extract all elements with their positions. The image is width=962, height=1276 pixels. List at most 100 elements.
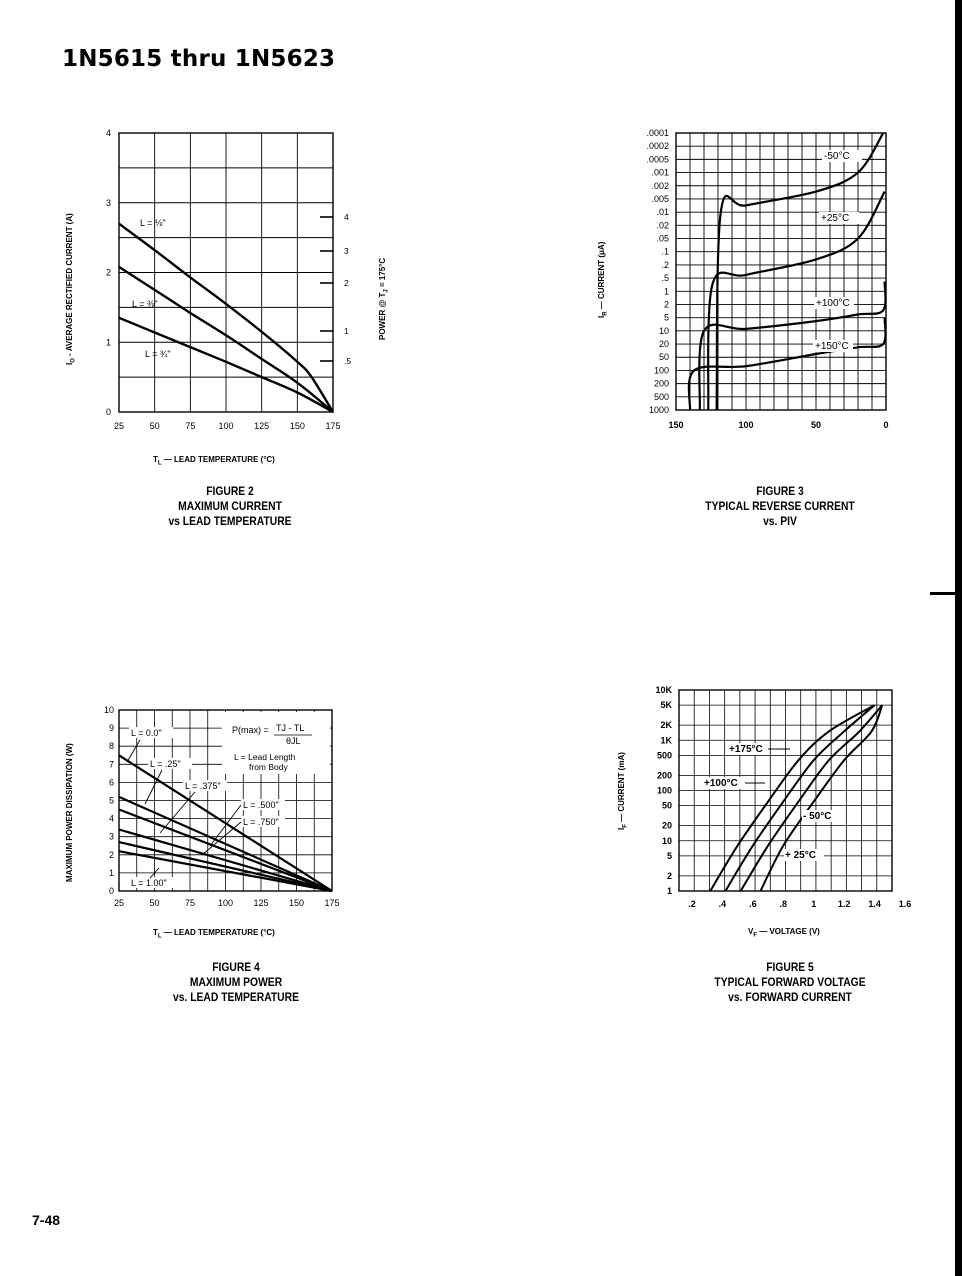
x-tick-label: 50	[149, 898, 159, 908]
series-line	[118, 316, 334, 414]
series-label: L = ¾"	[145, 349, 171, 359]
label-leader	[209, 804, 242, 847]
series-label: +150°C	[815, 341, 849, 352]
label-backdrop	[814, 297, 854, 309]
caption-line: vs. PIV	[763, 514, 797, 528]
caption-line: FIGURE 2	[206, 484, 254, 498]
label-backdrop	[728, 743, 768, 755]
page-number: 7-48	[32, 1212, 61, 1228]
x-tick-label: 1	[811, 899, 816, 909]
series-line	[118, 841, 333, 893]
label-backdrop	[703, 777, 743, 789]
y-tick-label: .02	[656, 220, 669, 230]
figure-5-chart: 1 2 5 10 20 50 100 200 500 1K 2K 5K 10K .2 .4 .6 .8 1 1.2 1…	[617, 685, 911, 938]
y-tick-label: .01	[656, 207, 669, 217]
y-axis-title: IO - AVERAGE RECTIFIED CURRENT (A)	[65, 213, 76, 365]
y2-axis-title: POWER @ TJ = 175°C	[378, 258, 389, 340]
x-tick-label: 125	[253, 898, 268, 908]
y-tick-label: 2	[667, 871, 672, 881]
y-tick-label: 1	[106, 337, 111, 347]
x-axis-title: TL — LEAD TEMPERATURE (°C)	[153, 455, 275, 466]
label-backdrop	[819, 212, 859, 224]
y-tick-label: 2	[664, 299, 669, 309]
series-label: +175°C	[729, 744, 763, 755]
y-tick-label: 20	[659, 339, 669, 349]
x-tick-label: 1.4	[868, 899, 881, 909]
figure-3-chart: .0001 .0002 .0005 .001 .002 .005 .01 .02 .05 .1 .2…	[597, 128, 889, 430]
formula-note: from Body	[249, 762, 288, 772]
power-tick-label: .5	[344, 356, 351, 366]
caption-line: FIGURE 4	[212, 960, 260, 974]
series-line	[118, 265, 334, 413]
page-title: 1N5615 thru 1N5623	[62, 46, 336, 72]
formula-lhs: P(max) =	[232, 725, 269, 735]
y-tick-label: 9	[109, 723, 114, 733]
y-tick-label: 100	[654, 365, 669, 375]
y-tick-label: 3	[106, 198, 111, 208]
y-tick-label: 1K	[660, 735, 672, 745]
caption-line: TYPICAL REVERSE CURRENT	[705, 499, 855, 513]
series-line	[118, 754, 333, 892]
y-tick-label: 200	[657, 770, 672, 780]
y-tick-label: 8	[109, 741, 114, 751]
caption-line: vs LEAD TEMPERATURE	[168, 514, 292, 528]
series-line	[724, 704, 876, 892]
label-leader	[126, 739, 141, 763]
figure-4-chart: 25 50 75 100 125 150 175 0 1 2 3 4 5 6 7 8 9 10 L = 0.0" L …	[65, 705, 340, 939]
x-tick-label: 50	[811, 420, 821, 430]
series-line	[118, 828, 333, 893]
y-tick-label: 500	[657, 750, 672, 760]
series-label: L = .25"	[150, 759, 181, 769]
series-line	[118, 795, 333, 893]
series-label: L = ⅛"	[140, 218, 166, 228]
series-line	[759, 704, 884, 892]
series-label: -50°C	[824, 151, 850, 162]
x-tick-label: 125	[254, 421, 269, 431]
y-tick-label: 50	[659, 352, 669, 362]
y-tick-label: 1	[109, 868, 114, 878]
caption-line: FIGURE 3	[756, 484, 804, 498]
page-edge-bar	[955, 0, 962, 1276]
y-tick-label: .001	[651, 168, 669, 178]
page-edge-mark	[930, 592, 955, 595]
series-label: L = ⅜"	[132, 299, 158, 309]
x-tick-label: .2	[688, 899, 696, 909]
y-axis-title: MAXIMUM POWER DISSIPATION (W)	[65, 743, 74, 882]
x-tick-label: 0	[883, 420, 888, 430]
formula-numerator: TJ - TL	[276, 723, 304, 733]
power-tick-label: 2	[344, 278, 349, 288]
y-tick-label: 10	[662, 836, 672, 846]
x-tick-label: 150	[289, 898, 304, 908]
series-line	[118, 808, 333, 893]
y-tick-label: 200	[654, 379, 669, 389]
x-tick-label: 25	[114, 898, 124, 908]
y-tick-label: 7	[109, 759, 114, 769]
caption-line: TYPICAL FORWARD VOLTAGE	[714, 975, 866, 989]
y-tick-label: .0005	[646, 154, 669, 164]
x-tick-label: 50	[150, 421, 160, 431]
figure-4-caption: FIGURE 4 MAXIMUM POWER vs. LEAD TEMPERAT…	[141, 960, 330, 1005]
caption-line: vs. LEAD TEMPERATURE	[173, 990, 299, 1004]
y-tick-label: 20	[662, 821, 672, 831]
x-tick-label: .6	[749, 899, 757, 909]
x-tick-label: 75	[185, 421, 195, 431]
y-tick-label: 10	[104, 705, 114, 715]
series-line	[698, 281, 887, 411]
power-tick-label: 4	[344, 212, 349, 222]
x-tick-label: 175	[324, 898, 339, 908]
x-tick-label: 1.6	[899, 899, 912, 909]
label-leader	[201, 821, 242, 856]
y-tick-label: .0002	[646, 141, 669, 151]
figure-5-caption: FIGURE 5 TYPICAL FORWARD VOLTAGE vs. FOR…	[678, 960, 902, 1005]
label-backdrop	[148, 758, 192, 769]
y-tick-label: 100	[657, 786, 672, 796]
caption-line: MAXIMUM CURRENT	[178, 499, 282, 513]
series-label: L = .500"	[243, 800, 279, 810]
series-label: L = 0.0"	[131, 728, 162, 738]
label-leader	[149, 867, 160, 879]
y-tick-label: 10K	[655, 685, 672, 695]
label-leader	[144, 769, 163, 805]
formula-box	[222, 712, 330, 774]
x-tick-label: 100	[218, 421, 233, 431]
label-backdrop	[129, 877, 173, 888]
